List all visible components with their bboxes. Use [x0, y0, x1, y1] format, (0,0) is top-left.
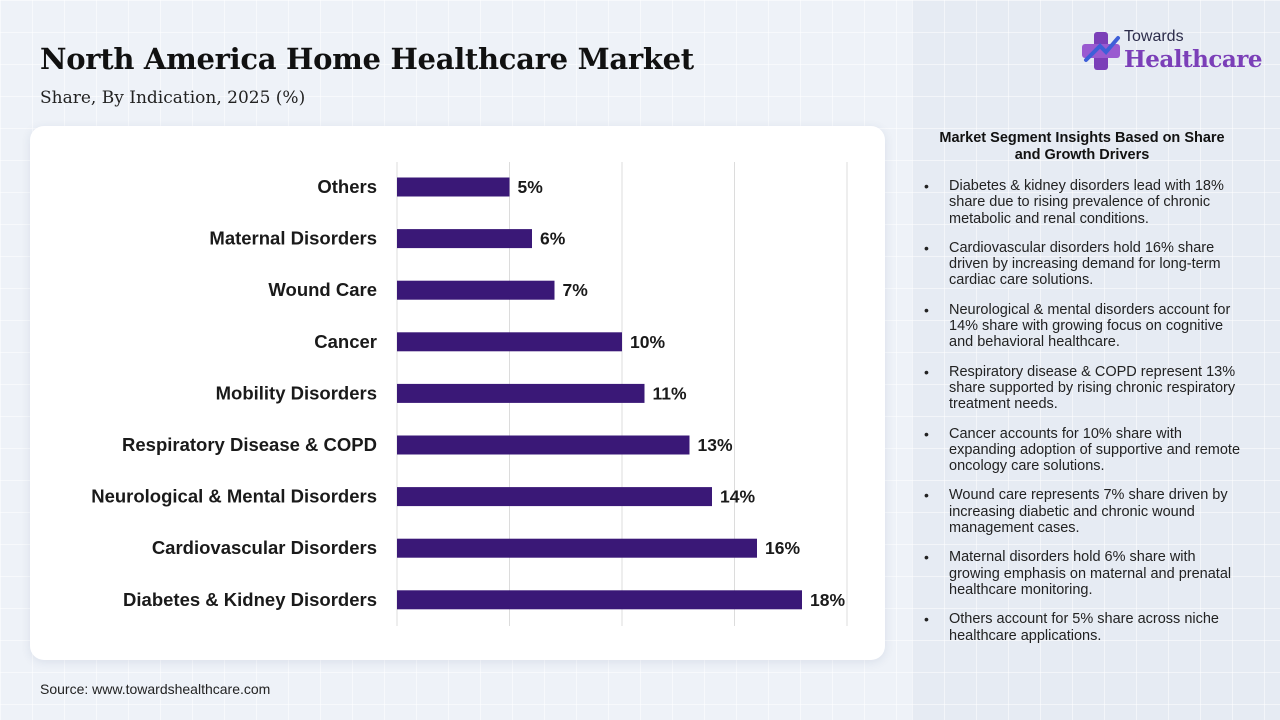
chart-subtitle: Share, By Indication, 2025 (%)	[40, 88, 306, 108]
category-label: Maternal Disorders	[209, 228, 377, 249]
insights-title: Market Segment Insights Based on Share a…	[939, 130, 1225, 163]
logo-text-healthcare: Healthcare	[1124, 46, 1263, 73]
source-note: Source: www.towardshealthcare.com	[40, 681, 271, 697]
logo-text-towards: Towards	[1124, 28, 1184, 45]
value-label: 7%	[563, 280, 589, 300]
value-label: 14%	[720, 487, 755, 507]
value-label: 10%	[630, 332, 665, 352]
chart-card: Others 5% Maternal Disorders 6% Wound Care 7%…	[30, 126, 885, 660]
bar	[397, 383, 645, 403]
value-label: 16%	[765, 538, 800, 558]
category-label: Neurological & Mental Disorders	[91, 486, 377, 507]
insights-list: Diabetes & kidney disorders lead with 18…	[924, 178, 1244, 657]
bar-chart: Others 5% Maternal Disorders 6% Wound Care 7%…	[91, 162, 848, 626]
category-label: Diabetes & Kidney Disorders	[123, 589, 377, 610]
bar	[397, 229, 532, 249]
insights-panel	[912, 0, 1280, 720]
category-label: Wound Care	[268, 279, 377, 300]
medical-cross-icon	[1082, 32, 1120, 70]
bar	[397, 280, 555, 300]
value-label: 5%	[518, 177, 544, 197]
value-label: 13%	[698, 435, 733, 455]
insight-item: Neurological & mental disorders account …	[924, 302, 1244, 351]
insight-item: Diabetes & kidney disorders lead with 18…	[924, 178, 1244, 227]
category-label: Respiratory Disease & COPD	[122, 434, 377, 455]
category-label: Mobility Disorders	[216, 382, 377, 403]
brand-logo: Towards Healthcare	[1080, 26, 1263, 80]
bar	[397, 435, 690, 455]
value-label: 6%	[540, 229, 566, 249]
value-label: 11%	[653, 383, 687, 403]
category-label: Cancer	[314, 331, 377, 352]
category-label: Cardiovascular Disorders	[152, 537, 377, 558]
insight-item: Maternal disorders hold 6% share with gr…	[924, 549, 1244, 598]
bar	[397, 538, 757, 558]
value-label: 18%	[810, 590, 845, 610]
insight-item: Cardiovascular disorders hold 16% share …	[924, 240, 1244, 289]
bar	[397, 487, 712, 507]
chart-title: North America Home Healthcare Market	[40, 42, 694, 76]
bar	[397, 332, 622, 352]
category-label: Others	[317, 176, 377, 197]
insight-item: Wound care represents 7% share driven by…	[924, 487, 1244, 536]
bar	[397, 590, 802, 610]
bar	[397, 177, 510, 197]
insight-item: Respiratory disease & COPD represent 13%…	[924, 364, 1244, 413]
insight-item: Cancer accounts for 10% share with expan…	[924, 426, 1244, 475]
insight-item: Others account for 5% share across niche…	[924, 611, 1244, 644]
